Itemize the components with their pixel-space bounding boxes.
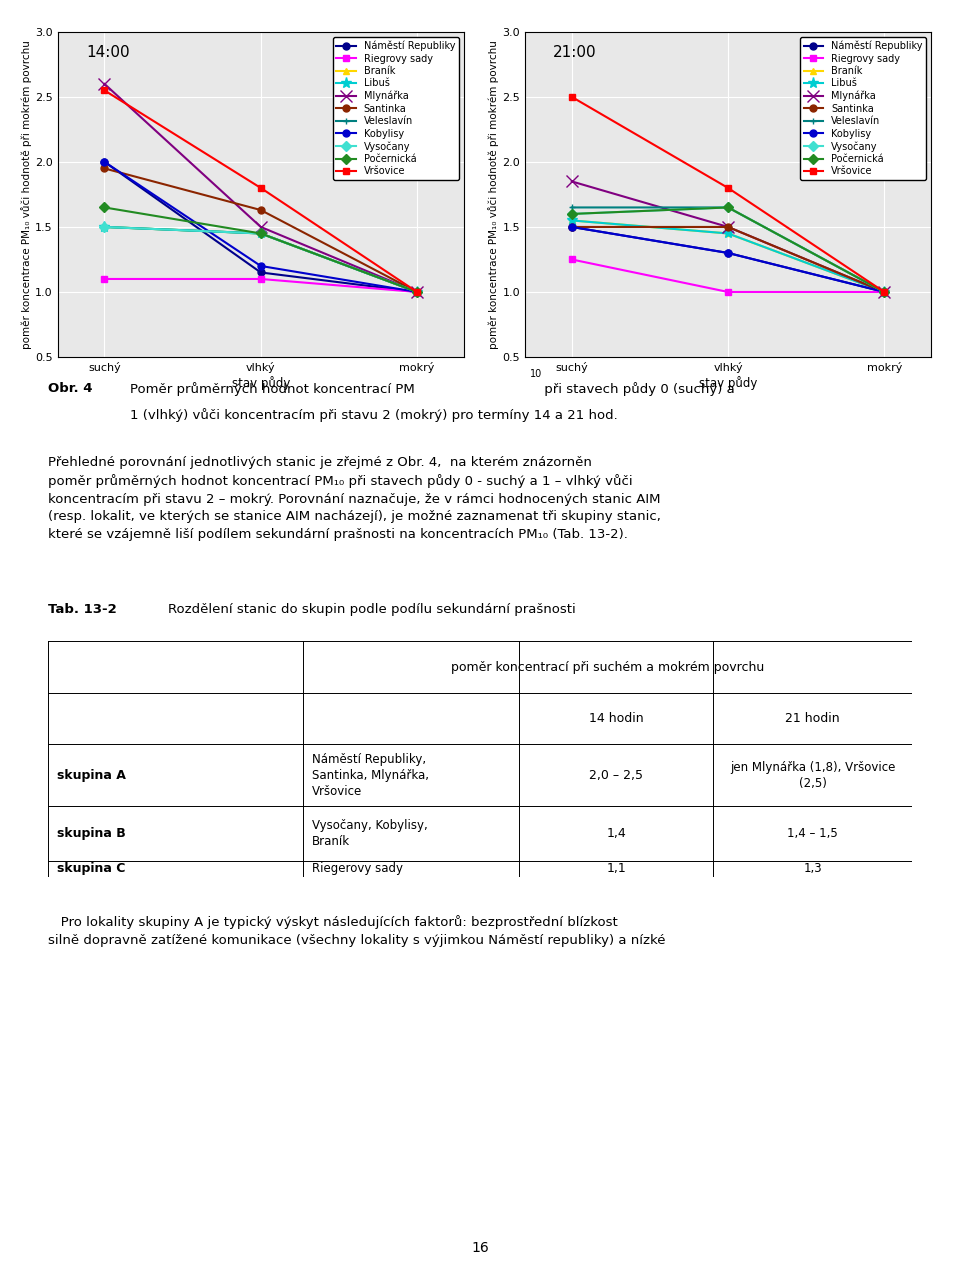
- Text: Náměstí Republiky,
Santinka, Mlynářka,
Vršovice: Náměstí Republiky, Santinka, Mlynářka, V…: [311, 752, 428, 798]
- Text: skupina A: skupina A: [57, 769, 126, 782]
- Text: 1,1: 1,1: [606, 862, 626, 876]
- Text: při stavech půdy 0 (suchý) a: při stavech půdy 0 (suchý) a: [540, 382, 734, 397]
- X-axis label: stav půdy: stav půdy: [699, 376, 757, 390]
- Text: 1,4: 1,4: [606, 827, 626, 840]
- Text: skupina C: skupina C: [57, 862, 125, 876]
- Text: Obr. 4: Obr. 4: [48, 382, 92, 395]
- Text: 14:00: 14:00: [86, 45, 130, 60]
- Text: 14 hodin: 14 hodin: [588, 711, 643, 725]
- Y-axis label: poměr koncentrace PM₁₀ vůči hodnotě při mokrém povrchu: poměr koncentrace PM₁₀ vůči hodnotě při …: [21, 40, 33, 349]
- Text: Přehledné porovnání jednotlivých stanic je zřejmé z Obr. 4,  na kterém znázorněn: Přehledné porovnání jednotlivých stanic …: [48, 456, 660, 541]
- Text: 2,0 – 2,5: 2,0 – 2,5: [589, 769, 643, 782]
- Text: poměr koncentrací při suchém a mokrém povrchu: poměr koncentrací při suchém a mokrém po…: [451, 660, 764, 673]
- Text: 16: 16: [471, 1241, 489, 1255]
- Text: Rozdělení stanic do skupin podle podílu sekundární prašnosti: Rozdělení stanic do skupin podle podílu …: [168, 603, 576, 616]
- X-axis label: stav půdy: stav půdy: [231, 376, 290, 390]
- Text: Vysočany, Kobylisy,
Braník: Vysočany, Kobylisy, Braník: [311, 819, 427, 848]
- Text: Pro ​lokality skupiny A je typický výskyt následujících faktorů: bezprostřední b: Pro ​lokality skupiny A je typický výsky…: [48, 915, 665, 947]
- Text: jen Mlynářka (1,8), Vršovice
(2,5): jen Mlynářka (1,8), Vršovice (2,5): [730, 761, 896, 789]
- Text: 21:00: 21:00: [553, 45, 597, 60]
- Text: skupina B: skupina B: [57, 827, 126, 840]
- Text: 21 hodin: 21 hodin: [785, 711, 840, 725]
- Text: 1,4 – 1,5: 1,4 – 1,5: [787, 827, 838, 840]
- Text: Tab. 13-2: Tab. 13-2: [48, 603, 117, 616]
- Legend: Náměstí Republiky, Riegrovy sady, Braník, Libuš, Mlynářka, Santinka, Veleslavín,: Náměstí Republiky, Riegrovy sady, Braník…: [332, 37, 459, 180]
- Text: 1 (vlhký) vůči koncentracím při stavu 2 (mokrý) pro termíny 14 a 21 hod.: 1 (vlhký) vůči koncentracím při stavu 2 …: [130, 408, 617, 422]
- Text: Riegerovy sady: Riegerovy sady: [311, 862, 402, 876]
- Text: 1,3: 1,3: [804, 862, 822, 876]
- Text: 10: 10: [530, 368, 542, 379]
- Y-axis label: poměr koncentrace PM₁₀ vůči hodnotě při mokrém povrchu: poměr koncentrace PM₁₀ vůči hodnotě při …: [489, 40, 499, 349]
- Text: Poměr průměrných hodnot koncentrací PM: Poměr průměrných hodnot koncentrací PM: [130, 382, 415, 397]
- Legend: Náměstí Republiky, Riegrovy sady, Braník, Libuš, Mlynářka, Santinka, Veleslavín,: Náměstí Republiky, Riegrovy sady, Braník…: [800, 37, 926, 180]
